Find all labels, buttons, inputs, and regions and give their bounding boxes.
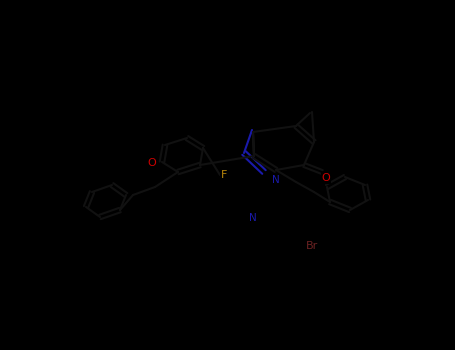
Text: N: N: [272, 175, 280, 185]
Text: Br: Br: [306, 241, 318, 251]
Text: N: N: [249, 213, 257, 223]
Text: O: O: [322, 173, 330, 183]
Text: F: F: [221, 170, 227, 180]
Text: O: O: [147, 158, 157, 168]
